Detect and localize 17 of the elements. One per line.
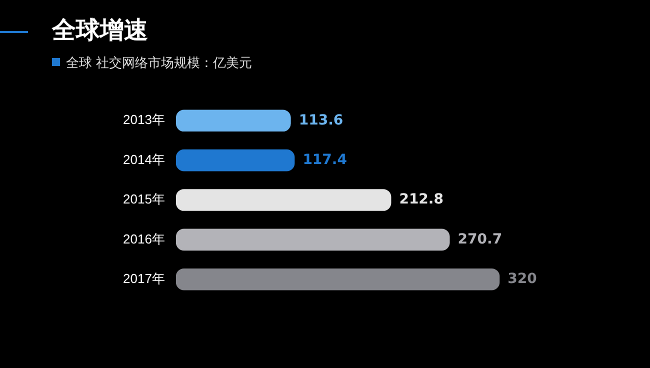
- y-tick-label: 2016年: [123, 231, 165, 246]
- chart-title: 全球增速: [52, 15, 148, 46]
- y-tick-label: 2015年: [123, 192, 165, 207]
- data-label: 212.8: [399, 192, 444, 208]
- data-label: 117.4: [302, 152, 348, 168]
- chart-subtitle: 全球 社交网络市场规模：亿美元: [66, 55, 252, 72]
- y-tick-label: 2017年: [123, 270, 165, 286]
- y-tick-label: 2013年: [123, 112, 165, 128]
- data-label: 270.7: [458, 231, 502, 248]
- bar: [176, 110, 291, 132]
- bar: [176, 228, 450, 251]
- y-tick-label: 2014年: [123, 152, 165, 167]
- bar: [176, 189, 392, 211]
- bar: [176, 268, 500, 290]
- bar: [176, 149, 295, 172]
- data-label: 320: [508, 271, 538, 287]
- data-label: 113.6: [298, 112, 344, 128]
